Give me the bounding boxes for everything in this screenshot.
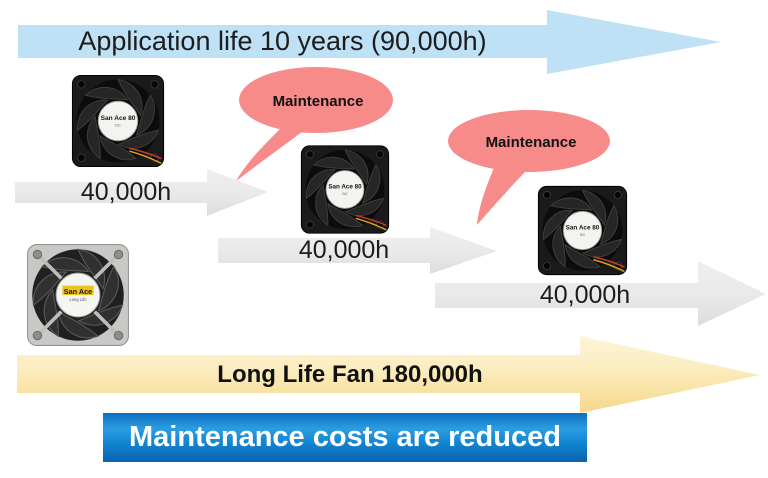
maintenance-bubble-1: Maintenance (236, 67, 393, 181)
standard-fan-image-3: San Ace 80 DC (537, 185, 628, 276)
fan-brand-label: San Ace 80 (566, 225, 600, 232)
fan-guard-struts (38, 255, 118, 335)
fan-wires (129, 147, 162, 164)
maintenance-bubble-2: Maintenance (448, 110, 610, 225)
fan-brand-label: San Ace (64, 287, 92, 296)
fan-model-text: DC (342, 192, 348, 196)
standard-fan-image-2: San Ace 80 DC (300, 145, 390, 234)
standard-fan-image-1: San Ace 80 DC (71, 74, 165, 168)
fan-brand-label: San Ace 80 (101, 115, 136, 122)
maintenance-bubble-label: Maintenance (273, 93, 364, 110)
fan-brand-label: San Ace 80 (328, 184, 362, 191)
maintenance-costs-banner: Maintenance costs are reduced (103, 413, 587, 462)
fan-wires (593, 256, 625, 273)
fan-model-text: Long Life (69, 297, 87, 302)
standard-life-label-1: 40,000h (80, 177, 172, 206)
standard-life-label-2: 40,000h (298, 235, 390, 264)
standard-life-label-3: 40,000h (539, 280, 631, 309)
application-life-label: Application life 10 years (90,000h) (78, 26, 487, 56)
long-life-label: Long Life Fan 180,000h (217, 361, 483, 388)
fan-wires (355, 214, 387, 231)
maintenance-costs-banner-text: Maintenance costs are reduced (129, 421, 561, 453)
long-life-fan-image: San Ace Long Life (27, 244, 129, 346)
maintenance-bubble-label: Maintenance (486, 134, 577, 151)
fan-model-text: DC (580, 233, 586, 237)
fan-model-text: DC (115, 124, 121, 128)
